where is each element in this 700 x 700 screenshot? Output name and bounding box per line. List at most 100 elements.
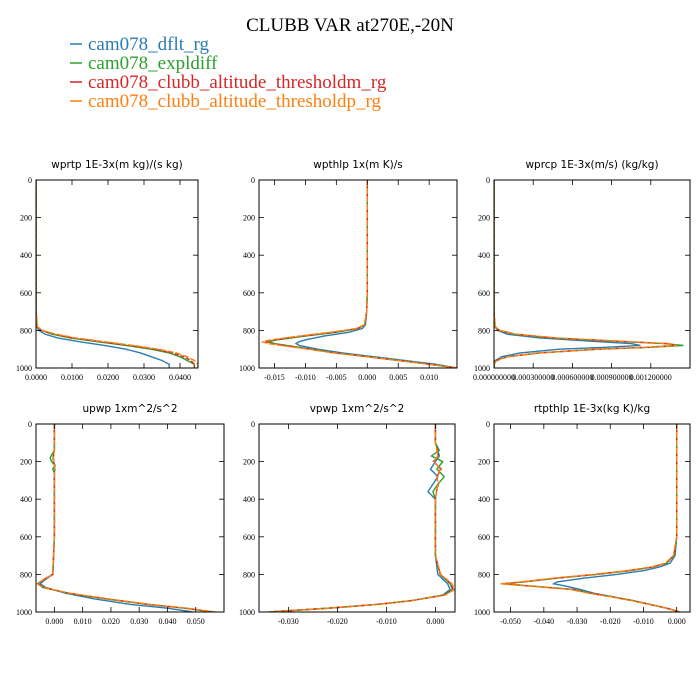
x-tick-label: 0.001200000 xyxy=(630,373,672,382)
panel-title: rtpthlp 1E-3x(kg K)/kg xyxy=(534,403,650,415)
plot-frame xyxy=(258,179,458,369)
chart-panels: wprtp 1E-3x(m kg)/(s kg)0.0000 0.0100 0.02… xyxy=(16,159,691,626)
y-tick-label: 0 xyxy=(486,420,490,429)
y-tick-label: 800 xyxy=(20,326,32,335)
series-line-cam078_clubb_altitude_thresholdp_rg xyxy=(36,180,198,368)
x-tick-label: -0.030 xyxy=(278,617,299,626)
series-line-cam078_dflt_rg xyxy=(39,424,194,612)
series-line-cam078_expldiff xyxy=(36,180,196,368)
panel-title: wprcp 1E-3x(m/s) (kg/kg) xyxy=(525,159,658,171)
y-tick-label: 600 xyxy=(20,289,32,298)
x-tick-label: -0.050 xyxy=(500,617,521,626)
y-tick-label: 1000 xyxy=(239,608,255,617)
x-tick-label: 0.000 xyxy=(668,617,686,626)
x-tick-label: -0.015 xyxy=(264,373,285,382)
plot-frame xyxy=(258,423,456,613)
y-tick-label: 400 xyxy=(20,495,32,504)
x-tick-label: -0.030 xyxy=(567,617,588,626)
x-tick-label: 0.0200 xyxy=(97,373,119,382)
y-tick-label: 800 xyxy=(478,570,490,579)
y-tick-label: 600 xyxy=(20,533,32,542)
series-group xyxy=(36,180,198,368)
y-tick-label: 600 xyxy=(243,289,255,298)
series-line-cam078_clubb_altitude_thresholdm_rg xyxy=(36,180,196,368)
y-tick-label: 200 xyxy=(478,214,490,223)
series-group xyxy=(500,424,681,612)
x-tick-label: 0.000900000 xyxy=(591,373,633,382)
series-line-cam078_clubb_altitude_thresholdp_rg xyxy=(500,424,681,612)
y-tick-label: 600 xyxy=(243,533,255,542)
plot-frame xyxy=(35,179,199,369)
plot-frame xyxy=(493,179,691,369)
y-tick-label: 400 xyxy=(20,251,32,260)
plot-frame xyxy=(493,423,691,613)
y-tick-label: 400 xyxy=(243,251,255,260)
x-tick-label: 0.020 xyxy=(102,617,120,626)
y-tick-label: 1000 xyxy=(474,608,490,617)
y-tick-label: 0 xyxy=(486,176,490,185)
y-tick-label: 400 xyxy=(478,251,490,260)
y-tick-label: 0 xyxy=(28,420,32,429)
x-tick-label: 0.040 xyxy=(158,617,176,626)
y-tick-label: 200 xyxy=(478,458,490,467)
series-line-cam078_expldiff xyxy=(268,180,457,368)
series-line-cam078_expldiff xyxy=(268,424,454,612)
x-tick-label: -0.040 xyxy=(533,617,554,626)
y-tick-label: 0 xyxy=(251,176,255,185)
legend-label: cam078_clubb_altitude_thresholdp_rg xyxy=(88,91,382,112)
series-line-cam078_clubb_altitude_thresholdp_rg xyxy=(268,424,455,612)
x-tick-label: 0.000 xyxy=(358,373,376,382)
chart-panel-1: wprtp 1E-3x(m kg)/(s kg) 0.0000 0.0100 0.02… xyxy=(16,159,199,382)
series-line-cam078_clubb_altitude_thresholdp_rg xyxy=(36,424,216,612)
y-tick-label: 200 xyxy=(20,458,32,467)
y-tick-label: 800 xyxy=(20,570,32,579)
panel-title: wprtp 1E-3x(m kg)/(s kg) xyxy=(51,159,182,171)
chart-panel-2: wpthlp 1x(m K)/s -0.015 -0.010 -0.005 0.000 0… xyxy=(239,159,458,382)
y-tick-label: 1000 xyxy=(239,364,255,373)
series-line-cam078_dflt_rg xyxy=(294,180,457,368)
x-tick-label: 0.005 xyxy=(389,373,407,382)
x-tick-label: 0.000300000 xyxy=(512,373,554,382)
legend-label: cam078_clubb_altitude_thresholdm_rg xyxy=(88,72,387,93)
figure-title: CLUBB VAR at270E,-20N xyxy=(246,15,454,36)
y-tick-label: 600 xyxy=(478,533,490,542)
x-tick-label: -0.020 xyxy=(600,617,621,626)
y-tick-label: 200 xyxy=(243,214,255,223)
series-line-cam078_clubb_altitude_thresholdp_rg xyxy=(494,180,678,368)
x-tick-label: 0.050 xyxy=(187,617,205,626)
x-tick-label: 0.0100 xyxy=(61,373,83,382)
series-group xyxy=(36,424,216,612)
chart-panel-5: vpwp 1xm^2/s^2 -0.030 -0.020 -0.010 0.000 0 20… xyxy=(239,403,456,626)
x-tick-label: 0.000 xyxy=(426,617,444,626)
chart-panel-6: rtpthlp 1E-3x(kg K)/kg -0.050 -0.040 -0.030… xyxy=(474,403,691,626)
series-group xyxy=(494,180,684,368)
series-line-cam078_clubb_altitude_thresholdm_rg xyxy=(268,424,455,612)
legend-label: cam078_expldiff xyxy=(88,53,218,74)
series-line-cam078_dflt_rg xyxy=(551,424,681,612)
y-tick-label: 200 xyxy=(243,458,255,467)
x-tick-label: 0.0300 xyxy=(133,373,155,382)
y-tick-label: 800 xyxy=(478,326,490,335)
series-line-cam078_clubb_altitude_thresholdm_rg xyxy=(502,424,681,612)
series-line-cam078_dflt_rg xyxy=(36,180,170,368)
series-group xyxy=(268,424,455,612)
series-line-cam078_dflt_rg xyxy=(268,424,451,612)
x-tick-label: 0.0400 xyxy=(169,373,191,382)
y-tick-label: 1000 xyxy=(16,364,32,373)
y-tick-label: 800 xyxy=(243,570,255,579)
series-line-cam078_expldiff xyxy=(503,424,681,612)
panel-title: upwp 1xm^2/s^2 xyxy=(83,403,178,415)
x-tick-label: -0.010 xyxy=(633,617,654,626)
y-tick-label: 1000 xyxy=(474,364,490,373)
chart-panel-4: upwp 1xm^2/s^2 0.000 0.010 0.020 0.030 0.040 0… xyxy=(16,403,225,626)
y-tick-label: 1000 xyxy=(16,608,32,617)
x-tick-label: 0.010 xyxy=(74,617,92,626)
y-tick-label: 600 xyxy=(478,289,490,298)
plot-frame xyxy=(35,423,225,613)
legend-label: cam078_dflt_rg xyxy=(88,34,210,55)
y-tick-label: 400 xyxy=(243,495,255,504)
series-line-cam078_expldiff xyxy=(36,424,213,612)
series-group xyxy=(261,180,457,368)
x-tick-label: 0.000000000 xyxy=(473,373,515,382)
